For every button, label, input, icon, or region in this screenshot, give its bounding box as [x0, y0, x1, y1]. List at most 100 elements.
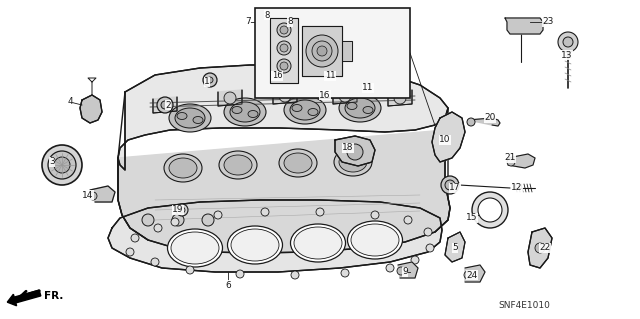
Circle shape	[202, 214, 214, 226]
Circle shape	[404, 216, 412, 224]
Text: 9: 9	[402, 268, 408, 277]
Circle shape	[371, 211, 379, 219]
Circle shape	[472, 192, 508, 228]
Text: FR.: FR.	[44, 291, 63, 301]
Circle shape	[316, 208, 324, 216]
Polygon shape	[273, 88, 297, 104]
Ellipse shape	[231, 229, 279, 261]
Text: 15: 15	[467, 213, 477, 222]
Circle shape	[478, 198, 502, 222]
Ellipse shape	[164, 154, 202, 182]
Ellipse shape	[348, 221, 403, 259]
Circle shape	[151, 258, 159, 266]
Polygon shape	[218, 90, 242, 106]
Circle shape	[341, 269, 349, 277]
Text: 12: 12	[511, 183, 523, 192]
Circle shape	[161, 101, 169, 109]
Circle shape	[280, 44, 288, 52]
Ellipse shape	[339, 152, 367, 172]
Polygon shape	[153, 97, 177, 113]
Text: 16: 16	[272, 71, 282, 80]
Ellipse shape	[175, 108, 205, 128]
Circle shape	[306, 35, 338, 67]
Circle shape	[54, 157, 70, 173]
Polygon shape	[270, 18, 298, 83]
Polygon shape	[90, 186, 115, 202]
Circle shape	[426, 244, 434, 252]
Circle shape	[386, 264, 394, 272]
Polygon shape	[465, 265, 485, 282]
Text: 22: 22	[540, 243, 550, 253]
Ellipse shape	[339, 94, 381, 122]
Text: 4: 4	[67, 98, 73, 107]
Circle shape	[339, 90, 351, 102]
Ellipse shape	[227, 226, 282, 264]
Text: 5: 5	[452, 243, 458, 253]
Text: 20: 20	[484, 114, 496, 122]
Ellipse shape	[177, 113, 187, 120]
Text: 11: 11	[324, 71, 335, 80]
Ellipse shape	[334, 148, 372, 176]
Ellipse shape	[345, 98, 375, 118]
Circle shape	[394, 92, 406, 104]
Ellipse shape	[308, 108, 318, 115]
Circle shape	[171, 218, 179, 226]
Ellipse shape	[279, 149, 317, 177]
Text: 24: 24	[467, 271, 477, 279]
Ellipse shape	[224, 155, 252, 175]
Text: 6: 6	[225, 280, 231, 290]
Circle shape	[179, 207, 185, 213]
Circle shape	[131, 234, 139, 242]
Circle shape	[280, 26, 288, 34]
Circle shape	[312, 41, 332, 61]
Circle shape	[277, 23, 291, 37]
Polygon shape	[445, 232, 465, 262]
Circle shape	[48, 151, 76, 179]
Text: 10: 10	[439, 136, 451, 145]
Text: 7: 7	[245, 18, 251, 26]
Circle shape	[291, 271, 299, 279]
Text: SNF4E1010: SNF4E1010	[498, 300, 550, 309]
Circle shape	[207, 77, 213, 83]
Text: 16: 16	[319, 91, 331, 100]
Ellipse shape	[290, 100, 320, 120]
Polygon shape	[505, 18, 543, 34]
Bar	[255, 8, 410, 98]
Ellipse shape	[219, 151, 257, 179]
Ellipse shape	[284, 153, 312, 173]
Circle shape	[186, 266, 194, 274]
Text: 8: 8	[264, 11, 269, 19]
Circle shape	[224, 92, 236, 104]
Circle shape	[411, 256, 419, 264]
Circle shape	[563, 37, 573, 47]
Circle shape	[261, 208, 269, 216]
Circle shape	[445, 180, 455, 190]
Circle shape	[176, 204, 188, 216]
Polygon shape	[80, 95, 102, 123]
Circle shape	[172, 214, 184, 226]
Circle shape	[277, 41, 291, 55]
Circle shape	[236, 270, 244, 278]
Ellipse shape	[168, 229, 223, 267]
Text: 2: 2	[165, 100, 171, 109]
Circle shape	[424, 228, 432, 236]
Circle shape	[159, 99, 171, 111]
Ellipse shape	[292, 105, 302, 112]
Ellipse shape	[224, 98, 266, 126]
Text: 14: 14	[83, 190, 93, 199]
Ellipse shape	[347, 102, 357, 109]
Ellipse shape	[291, 224, 346, 262]
Polygon shape	[335, 136, 375, 166]
Polygon shape	[468, 118, 500, 126]
Polygon shape	[302, 26, 342, 76]
Circle shape	[203, 73, 217, 87]
Text: 3: 3	[49, 158, 55, 167]
Text: 1: 1	[204, 78, 210, 86]
Circle shape	[42, 145, 82, 185]
Text: 13: 13	[561, 50, 573, 60]
Ellipse shape	[230, 102, 260, 122]
Circle shape	[154, 224, 162, 232]
Circle shape	[126, 248, 134, 256]
Ellipse shape	[351, 224, 399, 256]
FancyArrow shape	[7, 290, 41, 306]
